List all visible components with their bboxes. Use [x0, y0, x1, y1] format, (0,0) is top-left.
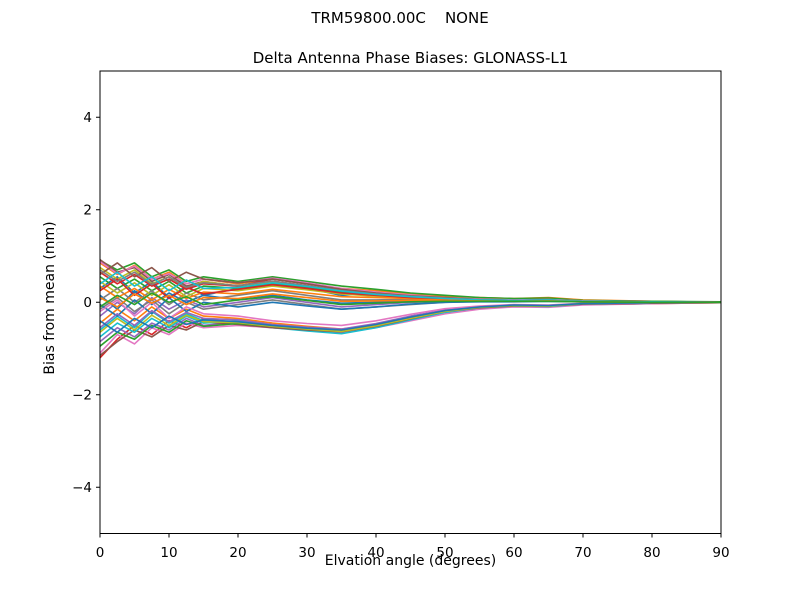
y-tick-label: −4	[72, 480, 92, 496]
data-line-group	[100, 258, 721, 359]
x-tick-label: 0	[96, 545, 105, 561]
x-tick-label: 90	[712, 545, 729, 561]
x-tick-label: 80	[643, 545, 660, 561]
x-tick-label: 20	[229, 545, 246, 561]
x-tick-label: 10	[160, 545, 177, 561]
x-tick-label: 70	[574, 545, 591, 561]
y-tick-label: 2	[83, 203, 92, 219]
y-tick-label: 4	[83, 110, 92, 126]
y-axis-label: Bias from mean (mm)	[42, 221, 58, 375]
figure-suptitle: TRM59800.00C NONE	[311, 9, 489, 27]
data-line	[100, 301, 721, 359]
x-tick-label: 40	[367, 545, 384, 561]
x-axis-label: Elvation angle (degrees)	[324, 553, 497, 569]
axes-title: Delta Antenna Phase Biases: GLONASS-L1	[252, 49, 569, 67]
y-tick-label: −2	[72, 388, 92, 404]
data-line	[100, 271, 721, 304]
x-tick-label: 50	[436, 545, 453, 561]
data-line	[100, 301, 721, 357]
data-line	[100, 259, 721, 303]
y-tick-label: 0	[83, 295, 92, 311]
x-tick-label: 30	[298, 545, 315, 561]
data-line	[100, 301, 721, 334]
data-line	[100, 292, 721, 308]
x-tick-label: 60	[505, 545, 522, 561]
